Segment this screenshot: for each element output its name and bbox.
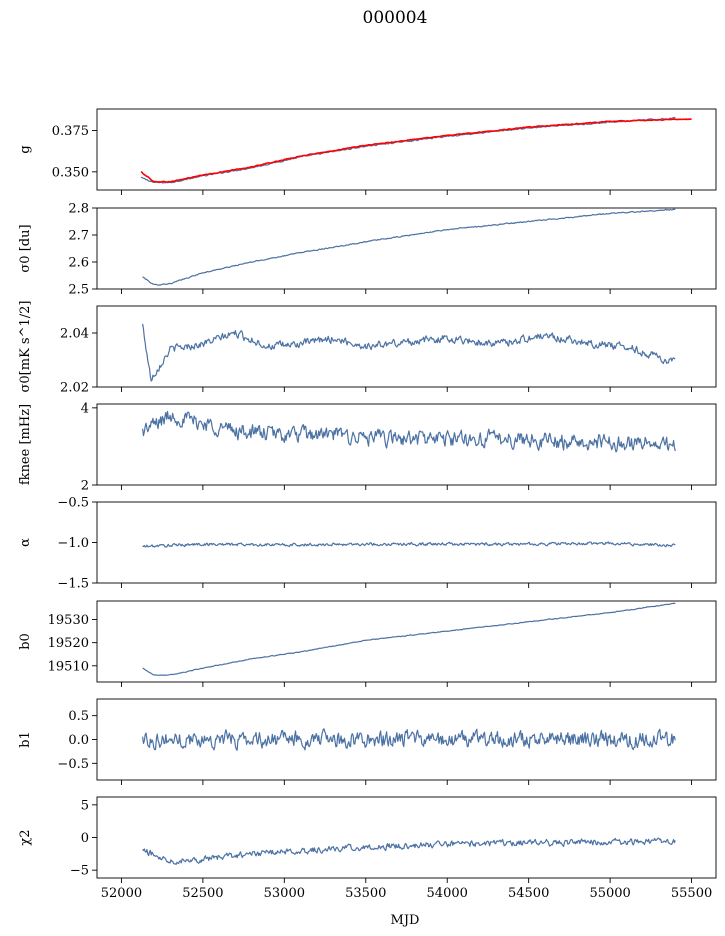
y-tick-label-b0: 19520	[48, 636, 89, 651]
series-line-alpha-0	[142, 541, 676, 548]
panel-b0: 19510 19520 19530 b0	[18, 600, 717, 687]
series-line-sigma0-du-0	[142, 208, 676, 286]
panel-b1: −0.5 0.0 0.5 b1	[18, 698, 717, 785]
axes-frame-b0	[96, 600, 717, 683]
plot-area-b1	[142, 728, 676, 751]
x-tick-label: 53000	[264, 886, 305, 901]
panel-fknee: 2 4 fknee [mHz]	[18, 401, 717, 494]
y-axis-label-sigma0-mk: σ0[mK s^1/2]	[18, 301, 33, 393]
series-line-g-1	[140, 118, 692, 183]
figure-title: 000004	[363, 8, 428, 28]
panel-sigma0-du: 2.5 2.6 2.7 2.8 σ0 [du]	[18, 202, 717, 298]
x-tick-label: 54000	[427, 886, 468, 901]
y-tick-label-chi2: −5	[70, 864, 89, 879]
axes-frame-sigma0-mk	[96, 305, 717, 388]
axes-frame-chi2	[96, 796, 717, 879]
series-line-g-0	[140, 116, 676, 184]
y-tick-label-b0: 19510	[48, 659, 89, 674]
y-tick-label-g: 0.350	[52, 165, 89, 180]
y-tick-label-chi2: 5	[81, 798, 89, 813]
x-tick-label: 55000	[589, 886, 630, 901]
y-tick-label-fknee: 2	[81, 479, 89, 494]
y-tick-label-alpha: −1.5	[57, 577, 89, 592]
y-tick-label-chi2: 0	[81, 831, 89, 846]
y-tick-label-b1: −0.5	[57, 757, 89, 772]
axes-frame-alpha	[96, 501, 717, 584]
y-tick-label-sigma0-du: 2.5	[68, 283, 89, 298]
y-tick-label-sigma0-du: 2.6	[68, 256, 89, 271]
panel-alpha: −1.5 −1.0 −0.5 α	[18, 496, 717, 592]
y-axis-label-chi2: χ2	[18, 829, 33, 845]
y-axis-label-b0: b0	[18, 633, 33, 650]
y-axis-label-g: g	[18, 145, 33, 153]
y-tick-label-alpha: −0.5	[57, 496, 89, 511]
x-tick-label: 53500	[345, 886, 386, 901]
y-tick-label-sigma0-du: 2.7	[68, 229, 89, 244]
plot-area-sigma0-mk	[142, 323, 676, 382]
plot-area-g	[140, 116, 692, 184]
x-axis-label: MJD	[391, 913, 420, 928]
plot-area-alpha	[142, 541, 676, 548]
x-tick-label: 52000	[101, 886, 142, 901]
y-tick-label-sigma0-mk: 2.04	[60, 327, 89, 342]
axes-frame-g	[96, 108, 717, 191]
axes-frame-fknee	[96, 403, 717, 486]
y-tick-label-alpha: −1.0	[57, 536, 89, 551]
y-axis-label-fknee: fknee [mHz]	[18, 404, 33, 485]
y-tick-label-b1: 0.0	[68, 733, 89, 748]
series-line-sigma0-mk-0	[142, 323, 676, 382]
series-line-chi2-0	[142, 837, 676, 865]
panel-g: 0.350 0.375 g	[18, 108, 717, 195]
plot-area-sigma0-du	[142, 208, 676, 286]
panel-chi2: −5 0 5 52000 52500 53000 53500 54000 54500 55000 5…	[18, 796, 717, 901]
x-tick-label: 52500	[182, 886, 223, 901]
plot-area-chi2	[142, 837, 676, 865]
series-line-fknee-0	[142, 410, 676, 453]
y-tick-label-b0: 19530	[48, 613, 89, 628]
plot-area-b0	[142, 602, 676, 676]
panel-sigma0-mk: 2.02 2.04 σ0[mK s^1/2]	[18, 301, 717, 396]
x-tick-label: 54500	[508, 886, 549, 901]
y-axis-label-alpha: α	[18, 538, 33, 547]
y-tick-label-sigma0-mk: 2.02	[60, 381, 89, 396]
y-axis-label-b1: b1	[18, 731, 33, 748]
axes-frame-sigma0-du	[96, 207, 717, 290]
panels: 0.350 0.375 g 2.5 2.6 2.7 2.8 σ0 [du] 2.02 2.04 σ0…	[18, 108, 717, 901]
x-tick-label: 55500	[671, 886, 712, 901]
y-axis-label-sigma0-du: σ0 [du]	[18, 224, 33, 272]
series-line-b0-0	[142, 602, 676, 676]
y-tick-label-fknee: 4	[81, 401, 89, 416]
y-tick-label-b1: 0.5	[68, 709, 89, 724]
y-tick-label-sigma0-du: 2.8	[68, 202, 89, 217]
y-tick-label-g: 0.375	[52, 124, 89, 139]
series-line-b1-0	[142, 728, 676, 751]
plot-area-fknee	[142, 410, 676, 453]
